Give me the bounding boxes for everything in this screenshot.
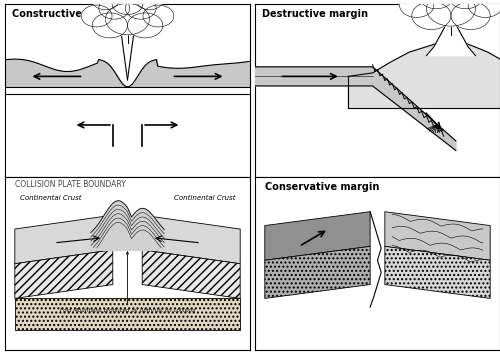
Polygon shape [265,246,370,298]
Circle shape [419,0,454,9]
Circle shape [434,0,468,4]
Polygon shape [385,212,490,260]
Text: Continental Crust: Continental Crust [174,195,236,201]
Circle shape [448,0,483,9]
Circle shape [412,2,451,30]
Circle shape [128,13,163,38]
Circle shape [99,0,130,19]
Circle shape [468,0,500,17]
Text: Constructive margin: Constructive margin [12,9,124,19]
Text: Destructive margin: Destructive margin [262,9,368,19]
Text: Continental Crust: Continental Crust [20,195,81,201]
Polygon shape [348,38,500,108]
Polygon shape [122,4,134,80]
Text: Fold Mountains produced by upthrust on collision: Fold Mountains produced by upthrust on c… [60,252,196,313]
Circle shape [126,0,156,19]
Circle shape [92,0,118,10]
Polygon shape [15,298,240,330]
Circle shape [92,13,128,38]
Circle shape [136,0,163,10]
Circle shape [81,5,112,27]
Circle shape [112,0,143,15]
Polygon shape [15,250,113,298]
Circle shape [426,0,476,26]
Polygon shape [142,250,240,298]
Polygon shape [265,212,370,260]
Polygon shape [426,16,476,56]
Text: Conservative margin: Conservative margin [265,182,379,192]
Circle shape [400,0,434,17]
Polygon shape [255,67,456,150]
Circle shape [143,5,174,27]
Polygon shape [385,246,490,298]
Circle shape [106,4,150,35]
Text: COLLISION PLATE BOUNDARY: COLLISION PLATE BOUNDARY [15,181,126,189]
Polygon shape [142,215,240,264]
Circle shape [451,2,490,30]
Polygon shape [15,215,113,264]
